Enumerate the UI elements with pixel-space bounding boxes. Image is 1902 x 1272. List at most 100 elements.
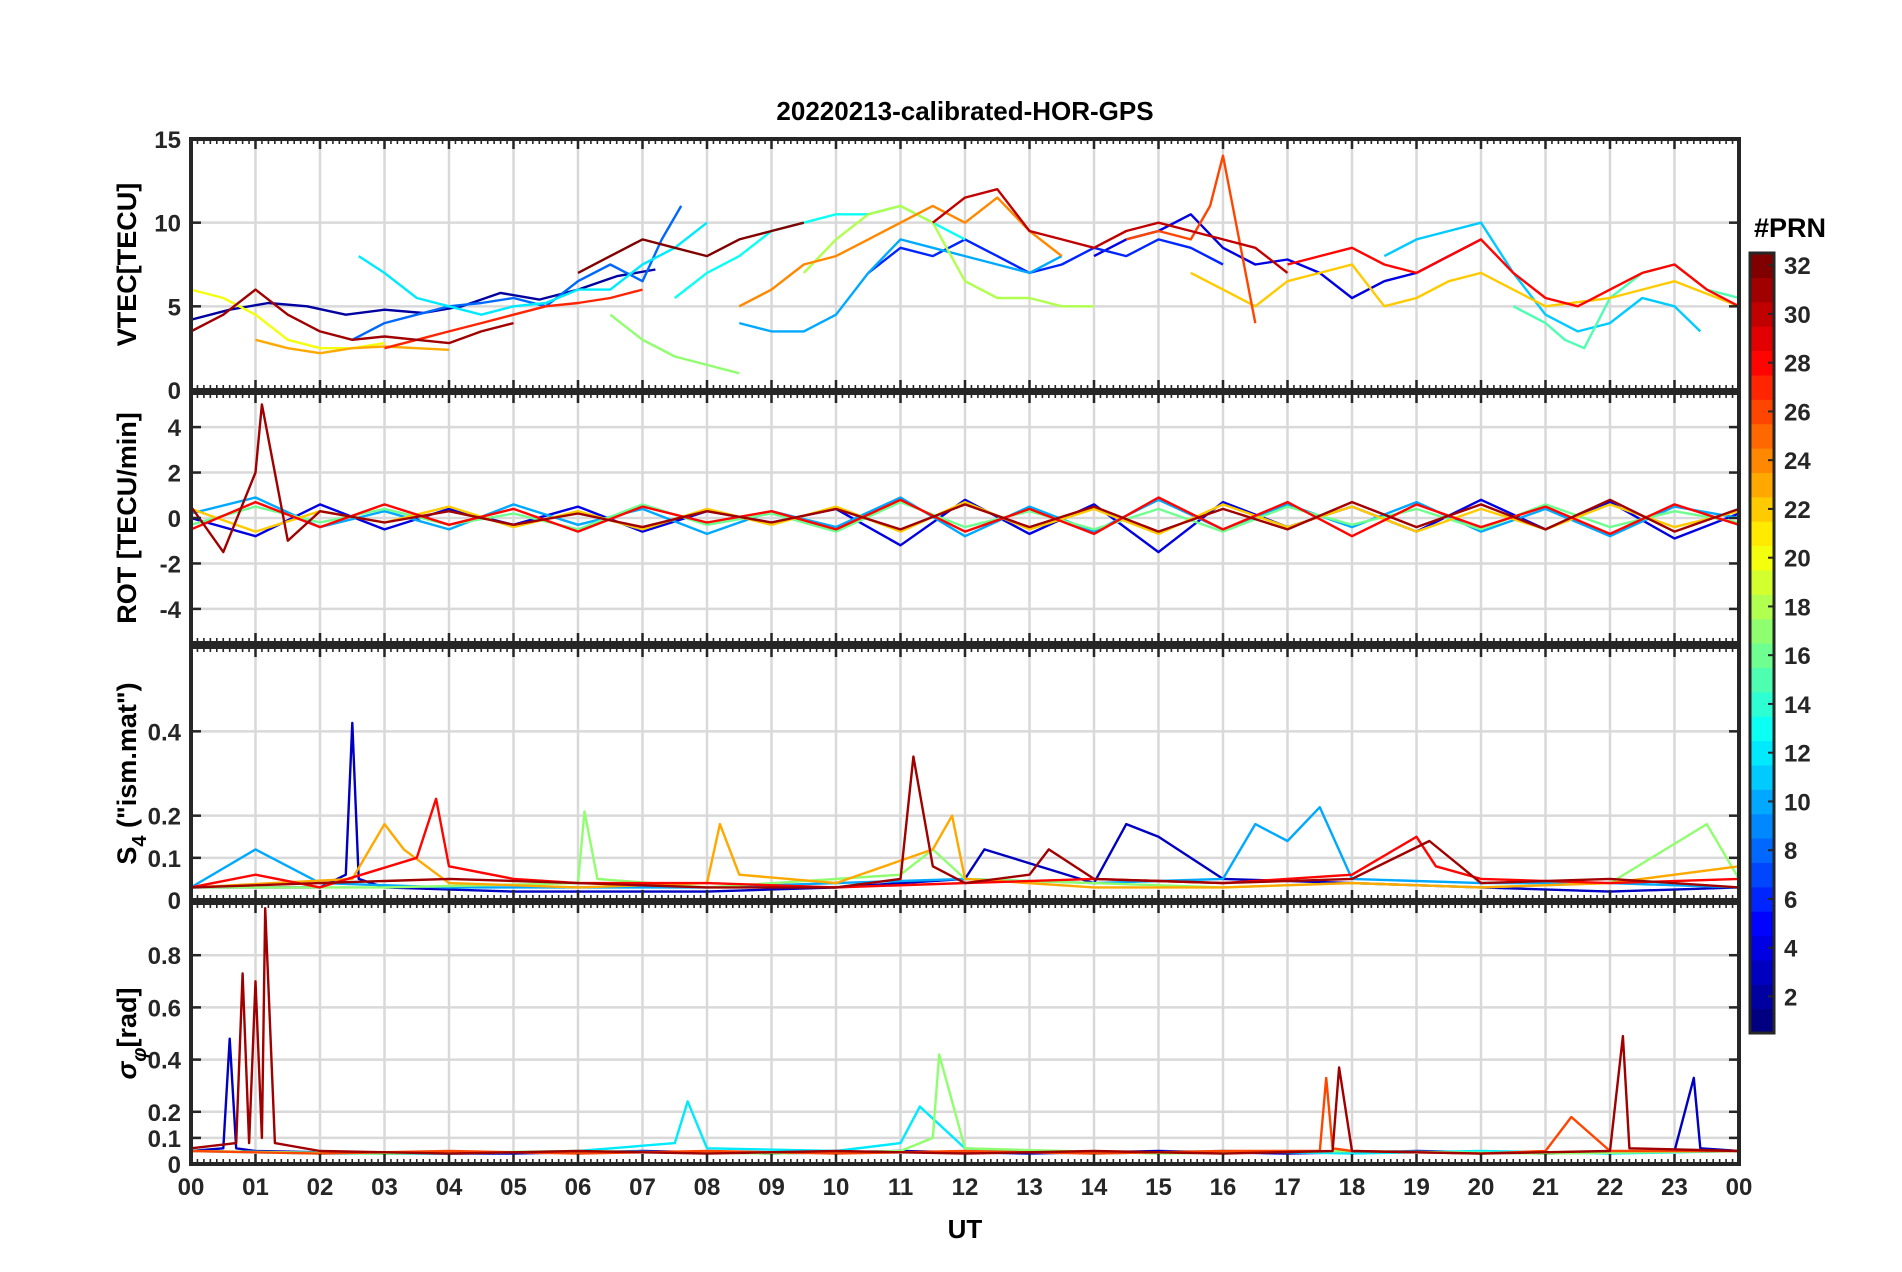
- y-tick-label: 0: [168, 1152, 181, 1179]
- colorbar-tick-label: 8: [1784, 838, 1797, 865]
- colorbar-tick-label: 12: [1784, 741, 1811, 768]
- colorbar-segment: [1750, 472, 1774, 498]
- grid-sigma: [189, 903, 1741, 1166]
- y-tick-label: 5: [168, 294, 181, 321]
- y-axis-label-text: S: [112, 847, 142, 865]
- series-group-sigma: [191, 907, 1739, 1155]
- minor-ticks-rot: [189, 393, 1741, 643]
- y-tick-label: 0.1: [148, 846, 181, 873]
- x-tick-label: 08: [694, 1174, 721, 1201]
- y-axis-label-text: [rad]: [112, 988, 142, 1048]
- colorbar-tick-label: 32: [1784, 253, 1811, 280]
- x-tick-label: 09: [758, 1174, 785, 1201]
- y-axis-label-rot: ROT [TECU/min]: [112, 412, 142, 623]
- colorbar-segment: [1750, 423, 1774, 449]
- y-axis-label-sigma: σφ[rad]: [112, 988, 151, 1080]
- series-group-rot: [191, 403, 1739, 554]
- colorbar-segment: [1750, 813, 1774, 839]
- y-axis-label-symbol: σ: [112, 1061, 142, 1080]
- x-tick-label: 14: [1081, 1174, 1108, 1201]
- series-line-prn-12: [358, 221, 708, 316]
- series-line-prn-10: [739, 238, 1063, 333]
- series-line-prn-27: [384, 288, 643, 350]
- y-tick-label: -4: [160, 597, 182, 624]
- series-line-prn-32: [577, 221, 805, 274]
- colorbar-tick-label: 16: [1784, 643, 1811, 670]
- colorbar-tick-label: 18: [1784, 594, 1811, 621]
- series-line-prn-24: [738, 196, 1063, 308]
- colorbar-segment: [1750, 277, 1774, 303]
- series-group-vtec: [191, 154, 1739, 375]
- y-tick-label: 2: [168, 461, 181, 488]
- x-tick-label: 17: [1274, 1174, 1301, 1201]
- y-tick-label: 0: [168, 888, 181, 915]
- colorbar-segment: [1750, 911, 1774, 937]
- minor-ticks-vtec: [189, 139, 1741, 390]
- series-line-prn-18: [802, 204, 1094, 308]
- colorbar-tick-label: 20: [1784, 546, 1811, 573]
- colorbar-tick-label: 6: [1784, 887, 1797, 914]
- colorbar-segment: [1750, 1008, 1774, 1034]
- series-line-prn-28: [1287, 238, 1739, 308]
- panel-sigma: 00.10.2 0.4 0.6 0.8 σφ[rad]: [112, 901, 1741, 1179]
- y-tick-label: 15: [154, 127, 181, 154]
- x-tick-label: 00: [178, 1174, 205, 1201]
- y-tick-label: 0: [168, 378, 181, 405]
- colorbar-tick-label: 2: [1784, 984, 1797, 1011]
- y-axis-label-vtec: VTEC[TECU]: [112, 183, 142, 347]
- x-tick-label: 20: [1468, 1174, 1495, 1201]
- series-line-prn-31: [191, 907, 1739, 1155]
- x-tick-label: 12: [952, 1174, 979, 1201]
- series-line-prn-10: [191, 496, 1739, 538]
- colorbar-title: #PRN: [1754, 213, 1826, 243]
- minor-ticks-sigma: [189, 903, 1741, 1164]
- colorbar-frame: [1748, 251, 1776, 1035]
- x-tick-label: 06: [565, 1174, 592, 1201]
- colorbar-segment: [1750, 959, 1774, 985]
- x-tick-label: 02: [307, 1174, 334, 1201]
- series-line-prn-30: [932, 187, 1289, 274]
- y-tick-label: 0.4: [148, 1048, 182, 1075]
- x-tick-label: 18: [1339, 1174, 1366, 1201]
- x-tick-label: 23: [1661, 1174, 1688, 1201]
- colorbar-tick-label: 10: [1784, 789, 1811, 816]
- colorbar-segment: [1750, 716, 1774, 742]
- y-tick-label: 4: [168, 415, 182, 442]
- series-line-prn-31: [191, 755, 1739, 889]
- series-line-prn-8: [351, 205, 683, 341]
- x-tick-label: 22: [1597, 1174, 1624, 1201]
- colorbar-tick-label: 26: [1784, 399, 1811, 426]
- panel-rot: -4 -2 0 2 4 ROT [TECU/min]: [112, 391, 1741, 645]
- panel-s4: 0 0.1 0.2 0.4S4 ("ism.mat"): [112, 645, 1741, 915]
- x-tick-label: 05: [500, 1174, 527, 1201]
- y-tick-label: 10: [154, 211, 181, 238]
- y-tick-label: 0.4: [148, 719, 182, 746]
- y-axis-label-s4: S4 ("ism.mat"): [112, 682, 151, 864]
- series-line-prn-28: [191, 496, 1739, 538]
- series-line-prn-23: [255, 338, 450, 355]
- x-tick-label: 10: [823, 1174, 850, 1201]
- x-tick-label: 00: [1726, 1174, 1753, 1201]
- y-tick-label: 0.6: [148, 995, 181, 1022]
- colorbar-segment: [1750, 862, 1774, 888]
- y-tick-label: 0.2: [148, 1100, 181, 1127]
- series-line-prn-11: [1383, 221, 1702, 333]
- y-tick-label: 0.2: [148, 804, 181, 831]
- y-axis-label-text: ("ism.mat"): [112, 682, 142, 835]
- series-group-s4: [191, 721, 1739, 893]
- y-tick-label: 0.1: [148, 1126, 181, 1153]
- x-axis: 00 01 02 03 04 05 06 07 08 09 10 11 12 13 14 15 16 17 18 19…: [178, 1174, 1753, 1201]
- panel-vtec: 0 5 10 15 VTEC[TECU]: [112, 127, 1741, 405]
- x-tick-label: 19: [1403, 1174, 1430, 1201]
- colorbar-tick-label: 14: [1784, 692, 1811, 719]
- colorbar-tick-label: 22: [1784, 497, 1811, 524]
- x-tick-label: 11: [888, 1174, 913, 1201]
- colorbar-segment: [1750, 326, 1774, 352]
- colorbar-tick-label: 4: [1784, 936, 1798, 963]
- chart-title: 20220213-calibrated-HOR-GPS: [776, 96, 1153, 126]
- x-tick-label: 16: [1210, 1174, 1237, 1201]
- colorbar-segment: [1750, 521, 1774, 547]
